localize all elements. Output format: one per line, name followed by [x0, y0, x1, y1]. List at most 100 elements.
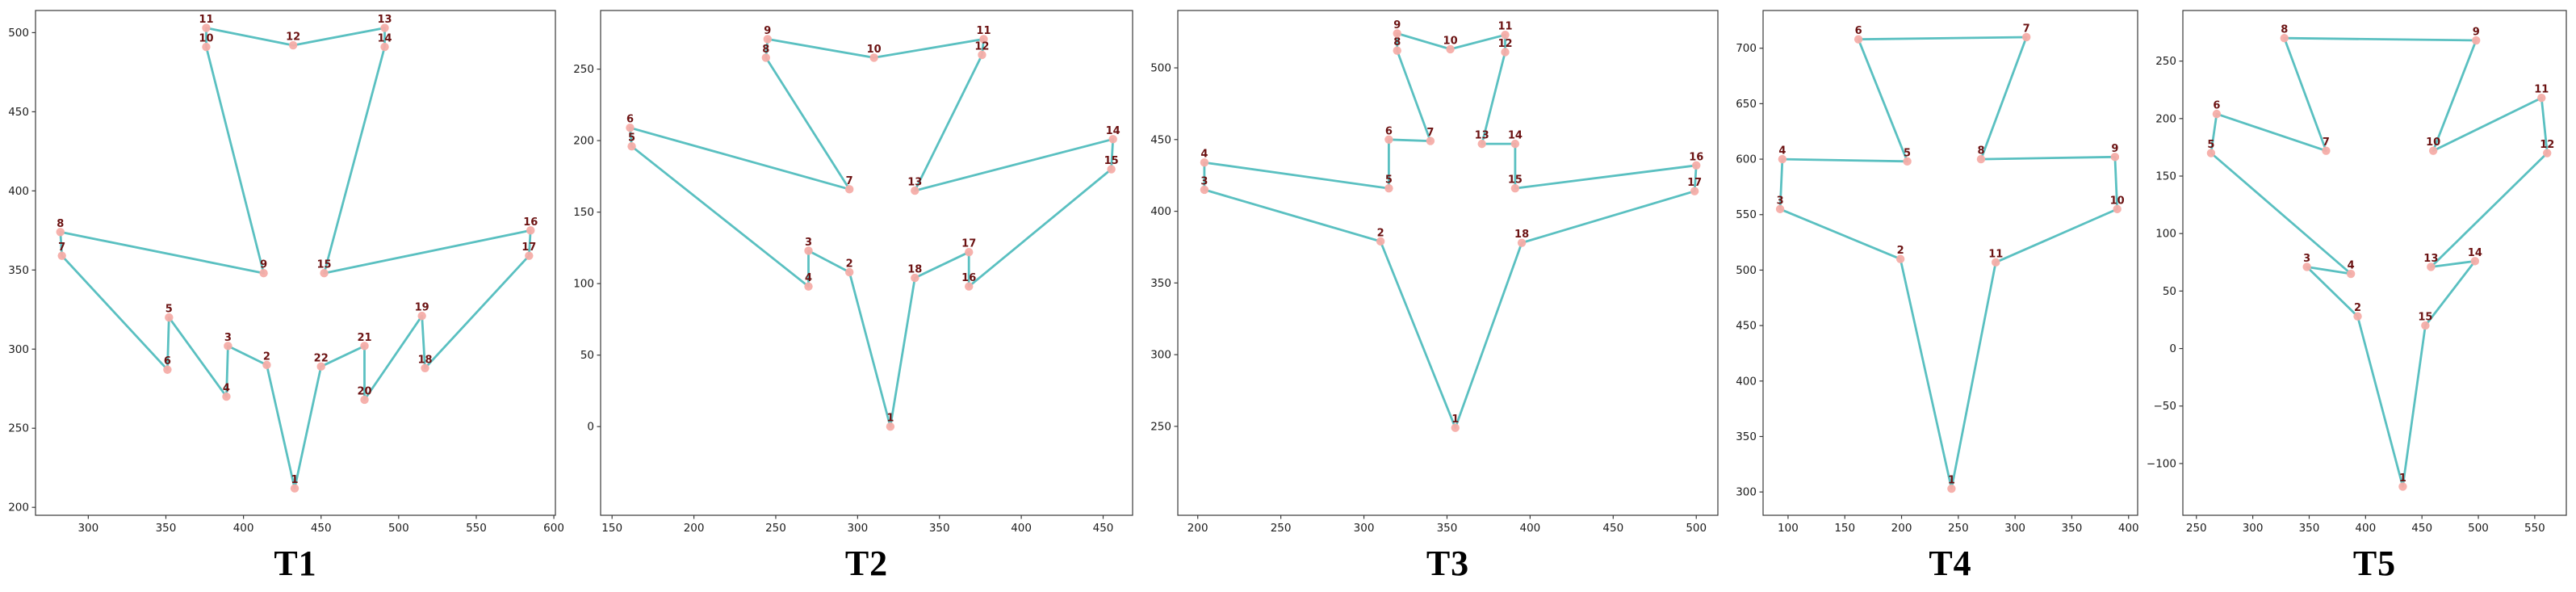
data-point-marker: [2427, 262, 2436, 271]
x-tick-label: 200: [1891, 522, 1912, 535]
x-tick-label: 150: [601, 522, 622, 535]
data-point-marker: [288, 40, 298, 50]
data-point-marker: [1690, 187, 1699, 195]
x-tick-label: 300: [847, 522, 868, 535]
point-label: 11: [2534, 84, 2549, 96]
point-label: 14: [1106, 125, 1120, 137]
data-point-marker: [57, 251, 66, 260]
point-label: 11: [199, 14, 213, 26]
point-label: 15: [1104, 155, 1119, 167]
point-label: 1: [1451, 414, 1459, 426]
data-point-marker: [869, 53, 878, 62]
point-label: 10: [2426, 136, 2440, 149]
plot-canvas-t1: 300 350 400 450 500 550 600 200 250 300 350 400 450 5…: [8, 10, 564, 535]
data-point-marker: [1393, 46, 1401, 55]
x-tick-label: 300: [77, 522, 98, 535]
data-point-marker: [2206, 149, 2216, 157]
point-label: 18: [1514, 229, 1529, 241]
point-label: 10: [199, 33, 213, 45]
y-tick-label: 0: [2169, 342, 2176, 355]
x-tick-label: 450: [1602, 522, 1623, 535]
data-point-marker: [290, 484, 299, 493]
x-tick-label: 350: [2299, 522, 2320, 535]
data-point-marker: [2421, 321, 2430, 330]
point-label: 9: [764, 25, 771, 37]
y-tick-label: 250: [8, 422, 29, 435]
point-label: 16: [961, 272, 976, 284]
point-label: 2: [846, 258, 853, 271]
y-tick-label: −50: [2154, 400, 2177, 413]
point-label: 11: [1988, 248, 2003, 260]
data-point-marker: [1976, 154, 1986, 164]
point-label: 4: [1200, 149, 1208, 161]
y-tick-label: 600: [1736, 153, 1757, 166]
point-label: 22: [314, 352, 329, 364]
chart-panel-t4: 100 150 200 250 300 350 400 300 350 400 450 500 550 6…: [1728, 0, 2147, 592]
y-tick-label: 200: [573, 135, 594, 148]
y-tick-label: 700: [1736, 42, 1757, 55]
data-point-marker: [360, 395, 369, 405]
y-tick-label: 400: [1150, 205, 1171, 218]
data-point-marker: [911, 186, 919, 195]
data-point-marker: [911, 273, 919, 283]
point-label: 2: [2354, 302, 2361, 314]
point-label: 3: [805, 237, 812, 249]
x-tick-label: 550: [466, 522, 487, 535]
y-tick-label: 500: [8, 27, 29, 40]
point-label: 8: [1393, 36, 1401, 48]
y-tick-label: 350: [1736, 430, 1757, 443]
data-point-marker: [763, 35, 773, 44]
point-label: 5: [1904, 147, 1911, 159]
data-point-marker: [2113, 204, 2122, 214]
point-label: 7: [58, 241, 65, 254]
data-point-marker: [2212, 109, 2222, 119]
data-point-marker: [525, 251, 534, 260]
point-label: 3: [224, 332, 232, 344]
point-label: 7: [2023, 23, 2030, 35]
axes-frame: [1762, 10, 2138, 516]
point-label: 3: [1777, 195, 1784, 207]
data-point-marker: [1200, 185, 1209, 195]
chart-panel-t3: 200 250 300 350 400 450 500 250 300 350 400 450 500 1…: [1142, 0, 1728, 592]
axes-frame: [1177, 10, 1719, 516]
data-point-marker: [56, 228, 65, 237]
point-label: 10: [2110, 195, 2125, 207]
x-tick-label: 400: [233, 522, 254, 535]
y-tick-label: 150: [2155, 170, 2176, 183]
data-point-marker: [320, 269, 329, 278]
y-tick-label: 250: [1150, 420, 1171, 433]
data-point-marker: [979, 35, 988, 44]
point-label: 14: [377, 33, 392, 45]
data-point-marker: [202, 42, 211, 52]
point-label: 19: [415, 302, 429, 314]
point-label: 3: [1200, 175, 1208, 187]
data-point-marker: [804, 282, 813, 291]
data-point-marker: [1895, 254, 1905, 263]
chart-title-t3: T3: [1426, 544, 1470, 583]
data-point-marker: [1200, 158, 1209, 167]
data-point-marker: [259, 269, 268, 278]
point-label: 12: [2540, 139, 2554, 151]
point-label: 15: [1508, 174, 1523, 187]
tour-path: [629, 38, 1115, 428]
point-label: 12: [974, 40, 989, 52]
x-tick-label: 450: [1093, 522, 1114, 535]
data-point-marker: [1384, 183, 1393, 193]
data-point-marker: [1778, 154, 1787, 164]
data-point-marker: [804, 246, 813, 255]
data-point-marker: [2472, 36, 2481, 45]
point-label: 20: [357, 385, 371, 397]
chart-title-t4: T4: [1929, 544, 1972, 583]
data-point-marker: [380, 23, 389, 32]
data-point-marker: [1426, 136, 1435, 145]
y-tick-label: 450: [8, 106, 29, 119]
x-tick-label: 350: [156, 522, 177, 535]
data-point-marker: [1376, 237, 1385, 246]
point-label: 13: [377, 14, 392, 26]
data-point-marker: [202, 23, 211, 32]
point-label: 7: [2323, 136, 2330, 149]
tour-path: [1203, 32, 1698, 430]
chart-title-t1: T1: [274, 544, 317, 583]
y-tick-label: 350: [1150, 277, 1171, 290]
point-label: 6: [1385, 125, 1393, 137]
